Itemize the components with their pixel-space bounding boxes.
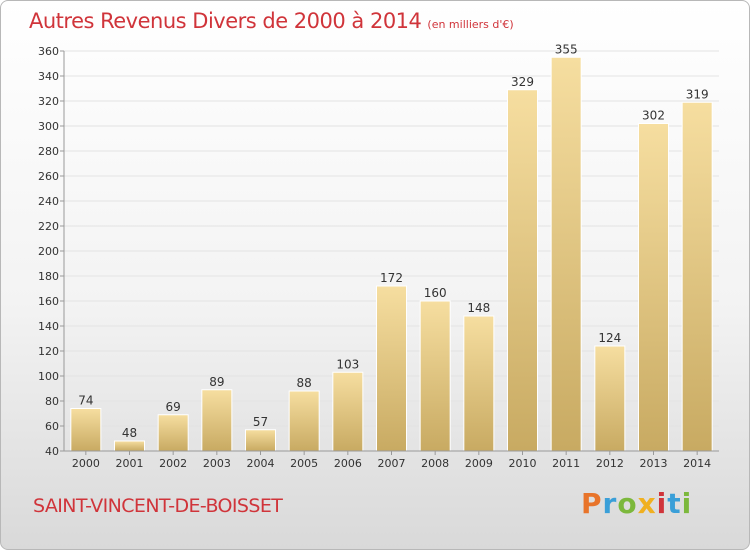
bar-2012 (594, 345, 626, 452)
bar-value-label: 88 (297, 376, 312, 390)
x-tick-label: 2004 (247, 457, 275, 470)
bar-2009 (463, 315, 495, 452)
y-tick-label: 140 (38, 320, 59, 333)
bar-2005 (288, 390, 320, 452)
bar-value-label: 302 (642, 109, 665, 123)
bar-value-label: 329 (511, 75, 534, 89)
bar-2000 (70, 408, 102, 452)
x-tick-label: 2007 (378, 457, 406, 470)
logo-letter: P (581, 487, 603, 520)
bar-2003 (201, 389, 233, 452)
bar-2011 (550, 56, 582, 452)
bar-2002 (157, 414, 189, 452)
y-tick-label: 340 (38, 70, 59, 83)
bar-value-label: 89 (209, 375, 224, 389)
logo-letter: o (617, 487, 638, 520)
y-tick-label: 40 (45, 445, 59, 458)
bar-value-label: 103 (336, 357, 359, 371)
x-tick-label: 2006 (334, 457, 362, 470)
chart-title: Autres Revenus Divers de 2000 à 2014 (29, 9, 422, 33)
logo-letter: x (637, 487, 657, 520)
y-tick-label: 60 (45, 420, 59, 433)
x-tick-label: 2009 (465, 457, 493, 470)
bar-2013 (638, 123, 669, 452)
bar-value-label: 355 (555, 42, 578, 56)
logo-letter: i (681, 487, 693, 520)
chart-subtitle: (en milliers d'€) (427, 18, 514, 31)
bar-value-label: 148 (467, 301, 490, 315)
bar-2004 (245, 429, 276, 452)
y-tick-label: 260 (38, 170, 59, 183)
bar-chart: 744869895788103172160148329355124302319 … (38, 42, 719, 470)
x-tick-label: 2013 (640, 457, 668, 470)
bar-2001 (114, 440, 145, 452)
x-tick-label: 2008 (421, 457, 449, 470)
bar-value-label: 160 (424, 286, 447, 300)
y-tick-label: 200 (38, 245, 59, 258)
y-tick-label: 100 (38, 370, 59, 383)
y-tick-label: 220 (38, 220, 59, 233)
logo-letter: i (656, 487, 668, 520)
bar-value-label: 69 (166, 400, 181, 414)
bar-value-label: 74 (78, 394, 93, 408)
y-tick-label: 80 (45, 395, 59, 408)
bar-value-label: 319 (686, 87, 709, 101)
bar-value-label: 124 (598, 331, 621, 345)
x-tick-label: 2002 (159, 457, 187, 470)
y-tick-label: 160 (38, 295, 59, 308)
x-tick-label: 2012 (596, 457, 624, 470)
chart-title-block: Autres Revenus Divers de 2000 à 2014 (en … (29, 9, 514, 33)
x-tick-label: 2005 (290, 457, 318, 470)
x-tick-label: 2003 (203, 457, 231, 470)
y-tick-label: 360 (38, 45, 59, 58)
bar-2006 (332, 371, 364, 452)
bar-2007 (376, 285, 407, 452)
bar-2008 (419, 300, 451, 452)
bar-value-label: 172 (380, 271, 403, 285)
bar-2014 (681, 101, 713, 452)
commune-name: SAINT-VINCENT-DE-BOISSET (33, 495, 283, 517)
x-tick-label: 2011 (552, 457, 580, 470)
y-tick-label: 300 (38, 120, 59, 133)
x-tick-label: 2000 (72, 457, 100, 470)
logo-letter: t (667, 487, 682, 520)
bar-2010 (507, 89, 538, 452)
x-tick-label: 2001 (116, 457, 144, 470)
y-tick-label: 120 (38, 345, 59, 358)
x-tick-label: 2014 (683, 457, 711, 470)
logo-letter: r (602, 487, 618, 520)
y-tick-label: 180 (38, 270, 59, 283)
y-tick-label: 320 (38, 95, 59, 108)
proxiti-logo: Proxiti (581, 487, 692, 520)
x-tick-label: 2010 (509, 457, 537, 470)
y-tick-label: 280 (38, 145, 59, 158)
y-tick-label: 240 (38, 195, 59, 208)
bar-value-label: 57 (253, 415, 268, 429)
bar-value-label: 48 (122, 426, 137, 440)
